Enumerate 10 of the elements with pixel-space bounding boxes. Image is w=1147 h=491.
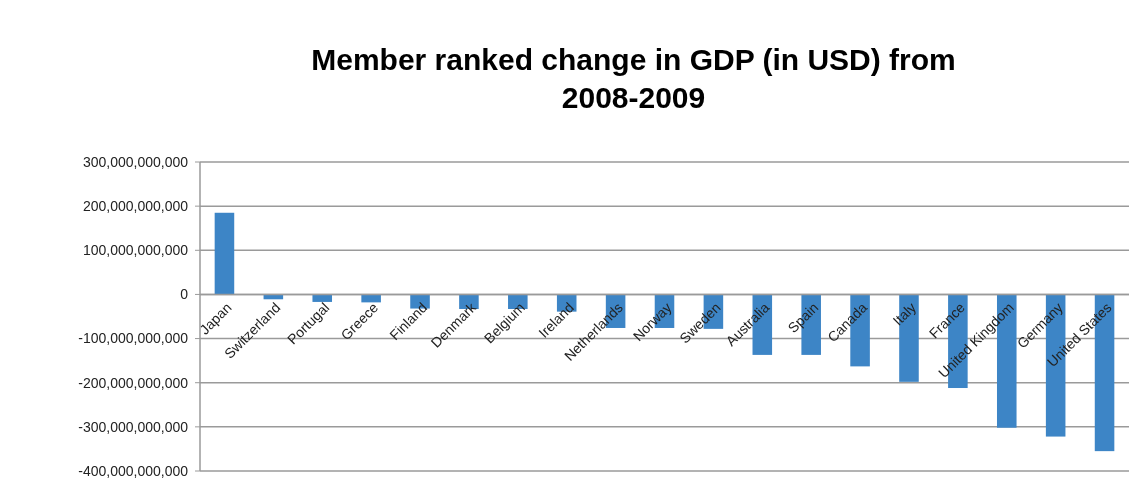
chart-title: Member ranked change in GDP (in USD) from 2008-2009 — [311, 43, 956, 114]
y-tick-label: 200,000,000,000 — [82, 198, 189, 215]
x-tick-label: Italy — [889, 299, 920, 329]
y-tick-label: -100,000,000,000 — [78, 330, 189, 347]
y-tick-label: 100,000,000,000 — [82, 242, 189, 259]
y-tick-label: 0 — [180, 286, 189, 303]
y-tick-label: -200,000,000,000 — [78, 374, 189, 391]
y-tick-label: -400,000,000,000 — [78, 462, 189, 479]
y-tick-label: -300,000,000,000 — [78, 418, 189, 435]
y-tick-label: 300,000,000,000 — [82, 153, 189, 170]
